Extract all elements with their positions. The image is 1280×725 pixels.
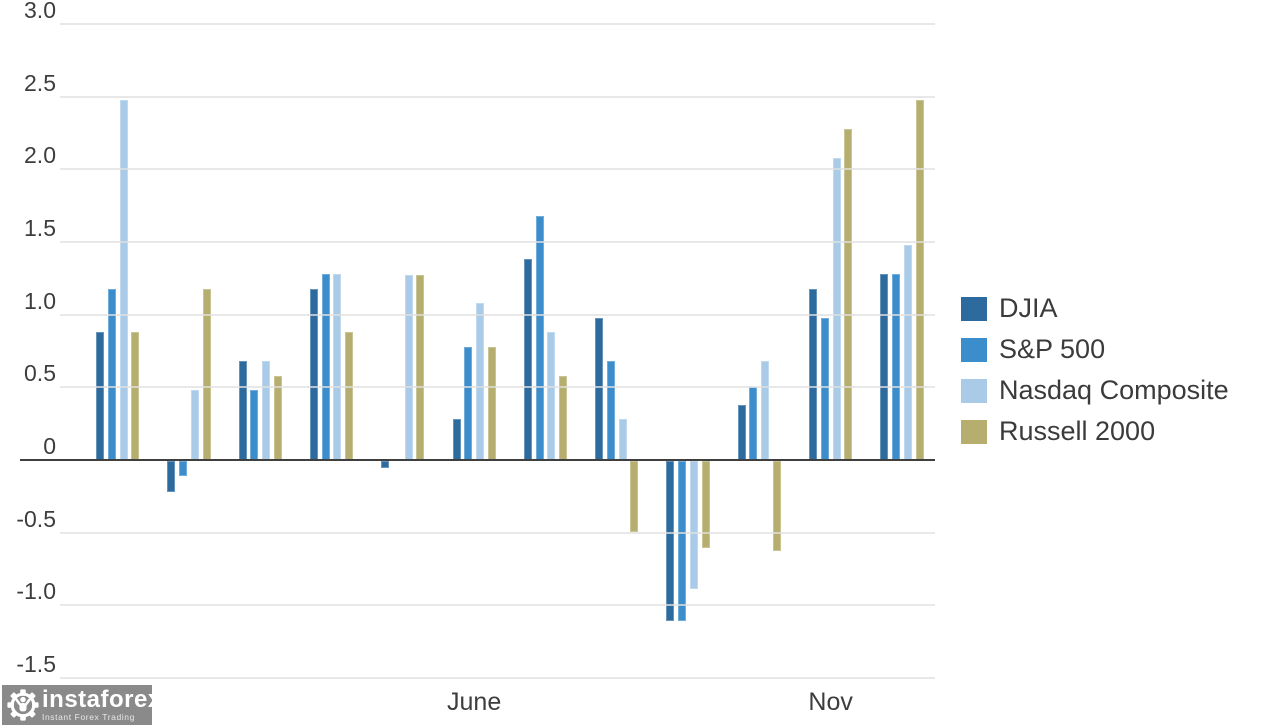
legend-swatch-djia	[961, 296, 987, 321]
legend-label: DJIA	[999, 293, 1058, 323]
bar-dec-djia	[880, 274, 889, 460]
bar-oct-russell-2000	[772, 461, 781, 552]
legend-item-russell: Russell 2000	[961, 416, 1229, 447]
bar-jul-russell-2000	[559, 375, 568, 460]
legend-label: Russell 2000	[999, 416, 1156, 446]
legend-item-djia: DJIA	[961, 293, 1229, 324]
y-axis-tick-label: 2.0	[24, 142, 56, 169]
bar-sep-russell-2000	[701, 461, 710, 549]
bar-aug-russell-2000	[630, 461, 639, 533]
bar-may-djia	[381, 461, 390, 469]
bar-oct-djia	[737, 404, 746, 460]
gridline	[60, 604, 935, 607]
bar-aug-nasdaq-composite	[618, 419, 627, 460]
bar-feb-s-p-500	[179, 461, 188, 476]
bar-mar-s-p-500	[250, 390, 259, 460]
y-axis-tick-label: 2.5	[24, 69, 56, 96]
bar-jun-djia	[452, 419, 461, 460]
bar-nov-russell-2000	[844, 128, 853, 460]
legend-swatch-russell	[961, 419, 987, 444]
legend: DJIA S&P 500 Nasdaq Composite Russell 20…	[961, 293, 1229, 447]
bar-dec-russell-2000	[915, 99, 924, 460]
bar-feb-nasdaq-composite	[190, 390, 199, 460]
bar-jan-djia	[96, 332, 104, 460]
bar-apr-nasdaq-composite	[333, 274, 342, 460]
instaforex-gear-person-icon	[7, 689, 39, 721]
bar-jun-s-p-500	[464, 346, 473, 460]
bar-feb-russell-2000	[202, 288, 211, 460]
legend-swatch-sp500	[961, 337, 987, 362]
x-axis-label: Nov	[808, 688, 853, 716]
bar-aug-s-p-500	[606, 361, 615, 460]
gridline	[60, 531, 935, 534]
bar-apr-russell-2000	[345, 332, 354, 460]
bar-jan-russell-2000	[131, 332, 140, 460]
legend-item-nasdaq: Nasdaq Composite	[961, 375, 1229, 406]
gridline	[60, 23, 935, 26]
x-axis-zero-line	[20, 459, 935, 461]
bar-oct-nasdaq-composite	[761, 361, 770, 460]
bar-apr-djia	[309, 288, 318, 460]
y-axis-tick-label: -0.5	[16, 505, 56, 532]
bar-may-nasdaq-composite	[404, 275, 413, 460]
bar-mar-russell-2000	[273, 375, 282, 460]
bar-oct-s-p-500	[749, 387, 758, 460]
bar-sep-s-p-500	[678, 461, 687, 621]
bar-sep-djia	[666, 461, 675, 621]
y-axis-tick-label: 0	[43, 433, 56, 459]
gridline	[60, 95, 935, 98]
y-axis-tick-label: 1.5	[24, 215, 56, 242]
bar-nov-nasdaq-composite	[832, 157, 841, 460]
y-axis-tick-label: -1.0	[16, 578, 56, 605]
bar-mar-djia	[238, 361, 247, 460]
bar-jul-nasdaq-composite	[547, 332, 556, 460]
bar-jun-nasdaq-composite	[476, 303, 484, 460]
logo-name: instaforex	[42, 686, 162, 714]
bar-nov-djia	[809, 288, 817, 460]
y-axis-tick-label: -1.5	[16, 650, 56, 677]
y-axis-tick-label: 0.5	[24, 360, 56, 387]
bar-jan-nasdaq-composite	[119, 99, 128, 460]
bar-aug-djia	[595, 317, 604, 460]
gridline	[60, 313, 935, 316]
bar-dec-nasdaq-composite	[903, 244, 912, 460]
bar-nov-s-p-500	[820, 317, 829, 460]
bar-sep-nasdaq-composite	[689, 461, 698, 589]
gridline	[60, 241, 935, 244]
bar-jan-s-p-500	[107, 288, 116, 460]
bar-apr-s-p-500	[321, 274, 330, 460]
legend-swatch-nasdaq	[961, 378, 987, 403]
bar-jul-djia	[523, 259, 532, 460]
legend-label: Nasdaq Composite	[999, 375, 1229, 405]
x-axis-label: June	[447, 688, 502, 716]
gridline	[60, 386, 935, 389]
instaforex-logo-watermark: instaforex Instant Forex Trading	[2, 685, 161, 725]
bar-dec-s-p-500	[892, 274, 901, 460]
bar-may-russell-2000	[416, 275, 425, 460]
bar-jun-russell-2000	[487, 346, 496, 460]
legend-label: S&P 500	[999, 334, 1106, 364]
bar-mar-nasdaq-composite	[262, 361, 271, 460]
y-axis-tick-label: 1.0	[24, 287, 56, 314]
bar-feb-djia	[167, 461, 176, 492]
gridline	[60, 676, 935, 679]
gridline	[60, 168, 935, 171]
bar-jul-s-p-500	[535, 215, 544, 460]
logo-tagline: Instant Forex Trading	[42, 712, 135, 723]
y-axis-tick-label: 3.0	[24, 0, 56, 24]
legend-item-sp500: S&P 500	[961, 334, 1229, 365]
